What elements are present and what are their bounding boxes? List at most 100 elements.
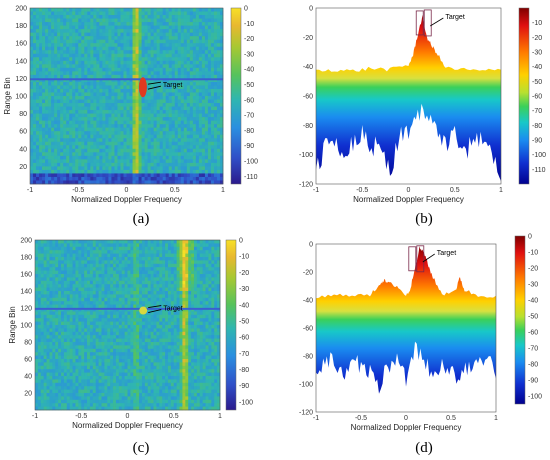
heatmap-cell (219, 88, 224, 93)
heatmap-cell (153, 64, 157, 69)
heatmap-cell (93, 173, 97, 178)
heatmap-cell (42, 46, 46, 51)
heatmap-cell (185, 253, 189, 258)
heatmap-cell (54, 60, 58, 65)
heatmap-cell (60, 99, 64, 104)
heatmap-cell (198, 11, 203, 16)
heatmap-cell (207, 22, 212, 26)
heatmap-cell (144, 277, 149, 282)
heatmap-cell (39, 64, 43, 69)
heatmap-cell (37, 301, 42, 305)
heatmap-cell (61, 263, 65, 268)
heatmap-cell (75, 162, 79, 167)
heatmap-cell (177, 81, 182, 86)
heatmap-cell (93, 106, 97, 111)
heatmap-cell (219, 106, 224, 111)
heatmap-cell (111, 22, 115, 26)
heatmap-cell (30, 29, 34, 33)
heatmap-cell (49, 311, 53, 316)
heatmap-cell (198, 99, 203, 104)
heatmap-cell (168, 57, 173, 62)
heatmap-cell (60, 81, 64, 86)
heatmap-cell (219, 131, 224, 136)
heatmap-cell (207, 180, 212, 185)
heatmap-cell (78, 250, 82, 254)
heatmap-cell (153, 36, 157, 40)
heatmap-cell (115, 294, 120, 299)
heatmap-cell (118, 274, 123, 278)
heatmap-cell (87, 318, 91, 322)
heatmap-cell (111, 57, 115, 62)
heatmap-cell (84, 88, 88, 93)
heatmap-cell (84, 39, 88, 44)
heatmap-cell (93, 99, 97, 104)
heatmap-cell (191, 280, 195, 285)
heatmap-cell (66, 85, 70, 90)
heatmap-cell (54, 29, 58, 33)
highlight-box (415, 10, 424, 36)
heatmap-cell (196, 311, 201, 316)
heatmap-cell (150, 280, 154, 285)
heatmap-cell (72, 325, 76, 329)
heatmap-cell (45, 166, 49, 171)
heatmap-cell (192, 43, 197, 48)
heatmap-cell (92, 321, 97, 326)
heatmap-cell (69, 46, 73, 51)
heatmap-cell (173, 304, 177, 309)
heatmap-cell (174, 103, 179, 107)
heatmap-cell (84, 103, 88, 107)
heatmap-cell (75, 145, 79, 150)
heatmap-cell (217, 314, 221, 319)
heatmap-cell (51, 57, 55, 62)
heatmap-cell (81, 318, 85, 322)
heatmap-cell (193, 301, 198, 305)
heatmap-cell (72, 36, 76, 40)
heatmap-cell (129, 117, 133, 121)
heatmap-cell (130, 301, 134, 305)
heatmap-cell (217, 321, 221, 326)
heatmap-cell (81, 106, 85, 111)
heatmap-cell (105, 117, 109, 121)
heatmap-cell (78, 74, 82, 79)
heatmap-cell (49, 304, 53, 309)
heatmap-cell (33, 22, 37, 26)
heatmap-cell (72, 64, 76, 69)
heatmap-cell (202, 301, 206, 305)
heatmap-cell (114, 141, 118, 146)
heatmap-cell (42, 8, 46, 12)
heatmap-cell (147, 267, 151, 271)
heatmap-cell (61, 321, 65, 326)
heatmap-cell (156, 301, 160, 305)
heatmap-cell (180, 180, 185, 185)
heatmap-cell (75, 120, 79, 125)
heatmap-cell (99, 18, 103, 23)
heatmap-cell (150, 148, 154, 153)
heatmap-cell (39, 22, 43, 26)
heatmap-cell (84, 36, 88, 40)
heatmap-cell (55, 311, 59, 316)
heatmap-cell (217, 243, 221, 248)
heatmap-cell (192, 106, 197, 111)
heatmap-cell (126, 155, 130, 160)
heatmap-cell (126, 106, 130, 111)
heatmap-cell (36, 180, 40, 185)
heatmap-cell (204, 155, 209, 160)
heatmap-cell (60, 141, 64, 146)
heatmap-cell (139, 291, 143, 295)
heatmap-cell (121, 328, 125, 333)
heatmap-cell (78, 120, 82, 125)
heatmap-cell (189, 53, 194, 58)
heatmap-cell (214, 318, 218, 322)
y-tick-label: 40 (19, 146, 27, 153)
heatmap-cell (98, 243, 102, 248)
heatmap-cell (120, 134, 124, 139)
heatmap-cell (165, 8, 170, 12)
heatmap-cell (162, 57, 167, 62)
heatmap-cell (121, 263, 125, 268)
heatmap-cell (45, 18, 49, 23)
heatmap-cell (210, 74, 215, 79)
heatmap-cell (46, 314, 50, 319)
heatmap-cell (207, 36, 212, 40)
heatmap-cell (46, 260, 50, 265)
heatmap-cell (198, 71, 203, 76)
